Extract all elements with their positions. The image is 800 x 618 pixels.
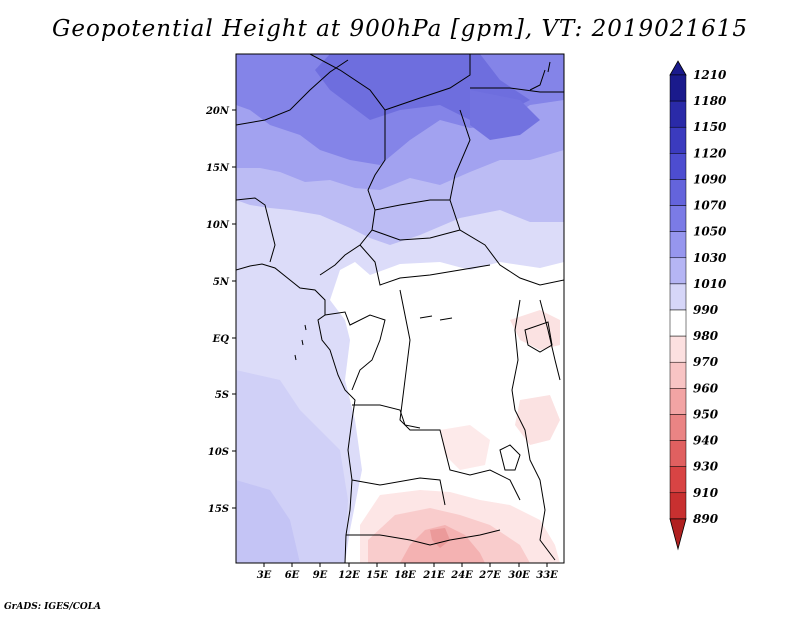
colorbar-label: 910 (693, 486, 719, 500)
colorbar-swatch (669, 283, 687, 311)
colorbar-label: 1180 (693, 94, 727, 108)
lon-label: 6E (285, 570, 300, 581)
colorbar-swatch (669, 414, 687, 441)
colorbar-swatch (669, 74, 687, 102)
colorbar-label: 1120 (693, 146, 727, 160)
lon-label: 15E (366, 570, 388, 581)
colorbar-swatch (669, 257, 687, 285)
colorbar-swatch (669, 466, 687, 494)
colorbar-label: 980 (693, 329, 719, 343)
colorbar-swatch (669, 335, 687, 363)
lon-label: 9E (313, 570, 328, 581)
country-borders (236, 54, 564, 563)
lat-label: EQ (212, 334, 230, 345)
colorbar-swatch (669, 440, 687, 467)
lon-label: 33E (536, 570, 558, 581)
colorbar-swatch (669, 231, 687, 259)
lon-label: 24E (450, 570, 473, 581)
colorbar-label: 1150 (693, 120, 727, 134)
lon-label: 12E (338, 570, 360, 581)
lon-label: 27E (478, 570, 501, 581)
colorbar-label: 1030 (693, 251, 727, 265)
colorbar-swatch (669, 100, 687, 128)
colorbar-label: 1010 (693, 277, 727, 291)
colorbar-swatch (669, 153, 687, 180)
colorbar-label: 960 (693, 381, 719, 395)
colorbar-label: 1210 (693, 68, 727, 82)
colorbar-label: 1090 (693, 172, 727, 186)
lat-label: 5N (213, 277, 230, 288)
lon-axis: 3E 6E 9E 12E 15E 18E 21E 24E 27E 30E 33E (257, 563, 558, 581)
colorbar-top-arrow (669, 60, 687, 76)
grads-credit: GrADS: IGES/COLA (4, 602, 102, 612)
colorbar-bottom-arrow (669, 518, 687, 551)
colorbar-label: 940 (693, 434, 719, 448)
colorbar-label: 1070 (693, 199, 727, 213)
colorbar-swatch (669, 361, 687, 389)
colorbar-swatch (669, 388, 687, 415)
lon-label: 18E (394, 570, 416, 581)
colorbar-label: 990 (693, 303, 719, 317)
lat-label: 15N (206, 163, 230, 174)
lat-label: 10N (206, 220, 230, 231)
chart-title: Geopotential Height at 900hPa [gpm], VT:… (52, 16, 748, 42)
lat-label: 20N (205, 106, 230, 117)
colorbar-label: 890 (693, 512, 719, 526)
height-field (236, 54, 564, 563)
colorbar-label: 970 (693, 355, 719, 369)
colorbar-swatch (669, 205, 687, 232)
lat-axis: 20N 15N 10N 5N EQ 5S 10S 15S (205, 106, 236, 515)
lon-label: 3E (257, 570, 272, 581)
map-frame (235, 53, 565, 564)
colorbar-label: 950 (693, 407, 719, 421)
lon-label: 21E (422, 570, 445, 581)
lon-label: 30E (508, 570, 530, 581)
colorbar-label: 930 (693, 460, 719, 474)
colorbar-swatch (669, 179, 687, 206)
colorbar-swatch (669, 309, 687, 337)
lat-label: 15S (208, 504, 229, 515)
lat-label: 5S (215, 390, 229, 401)
colorbar-swatch (669, 126, 687, 154)
lat-label: 10S (208, 447, 229, 458)
colorbar-label: 1050 (693, 225, 727, 239)
colorbar-swatch (669, 492, 687, 520)
colorbar: 1210 1180 1150 1120 1090 1070 1050 1030 1010 990 9… (669, 60, 727, 551)
